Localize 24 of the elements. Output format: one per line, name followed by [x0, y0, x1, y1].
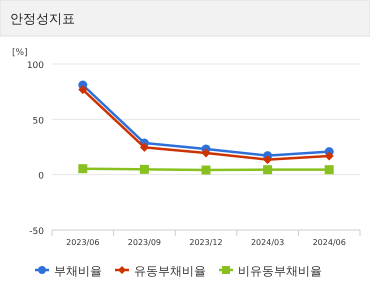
- point: [202, 166, 210, 175]
- point: [324, 165, 334, 174]
- y-tick-label: -50: [29, 227, 44, 237]
- x-tick-label: 2024/03: [250, 238, 284, 247]
- x-tick-label: 2023/12: [189, 238, 223, 247]
- point: [140, 164, 149, 174]
- legend-label: 비유동부채비율: [238, 264, 322, 278]
- point: [202, 148, 210, 158]
- x-tick-label: 2023/09: [128, 238, 162, 247]
- legend-label: 유동부채비율: [134, 264, 206, 278]
- point: [263, 155, 272, 164]
- point: [324, 151, 334, 160]
- point: [78, 85, 88, 94]
- x-tick-label: 2024/06: [312, 238, 346, 247]
- point: [263, 165, 272, 174]
- legend-label: 부채비율: [54, 264, 102, 278]
- y-tick-label: 100: [26, 61, 44, 71]
- y-tick-label: 0: [38, 172, 44, 182]
- x-tick-label: 2023/06: [66, 238, 100, 247]
- y-tick-label: 50: [32, 116, 44, 126]
- point: [78, 164, 88, 174]
- y-axis-title: [%]: [12, 48, 28, 58]
- point: [140, 142, 149, 152]
- chart-title: 안정성지표: [10, 12, 75, 27]
